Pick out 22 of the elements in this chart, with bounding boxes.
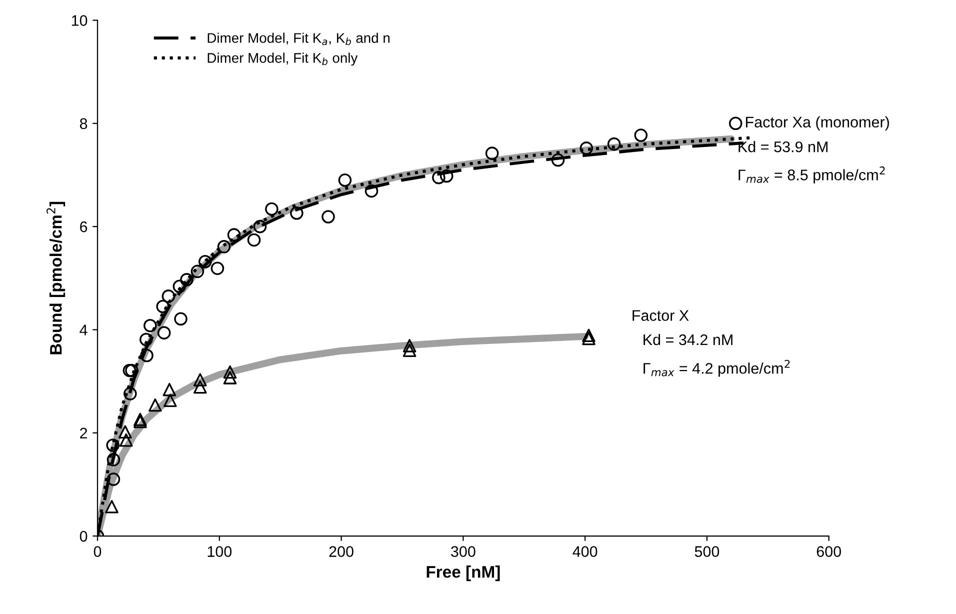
- x-tick-label: 0: [94, 546, 102, 557]
- x-tick-label: 100: [208, 546, 232, 557]
- y-tick-label: 4: [80, 324, 88, 336]
- legend-label: Dimer Model, Fit K$_{b}$ only: [208, 52, 358, 66]
- y-tick-label: 10: [72, 15, 88, 26]
- annotation: Factor Xa (monomer): [746, 116, 889, 131]
- y-tick-label: 2: [80, 428, 88, 438]
- annotation: Γ$_{max}$ = 8.5 pmole/cm$^{2}$: [738, 166, 885, 184]
- y-tick-label: 0: [80, 530, 88, 542]
- x-tick-label: 500: [694, 546, 720, 557]
- annotation: Factor X: [632, 310, 689, 321]
- x-tick-label: 600: [816, 546, 841, 557]
- legend-label: Dimer Model, Fit K$_{a}$, K$_{b}$ and n: [208, 32, 390, 46]
- annotation: Kd = 34.2 nM: [644, 334, 732, 346]
- y-axis-title: Bound [pmole/cm$^{2}$]: [46, 202, 66, 354]
- x-tick-label: 200: [329, 546, 354, 557]
- y-tick-label: 6: [80, 221, 88, 232]
- x-tick-label: 300: [451, 546, 476, 557]
- x-axis-title: Free [nM]: [426, 566, 500, 582]
- x-tick-label: 400: [572, 546, 598, 557]
- annotation: Γ$_{max}$ = 4.2 pmole/cm$^{2}$: [644, 360, 790, 377]
- y-tick-label: 8: [80, 118, 88, 130]
